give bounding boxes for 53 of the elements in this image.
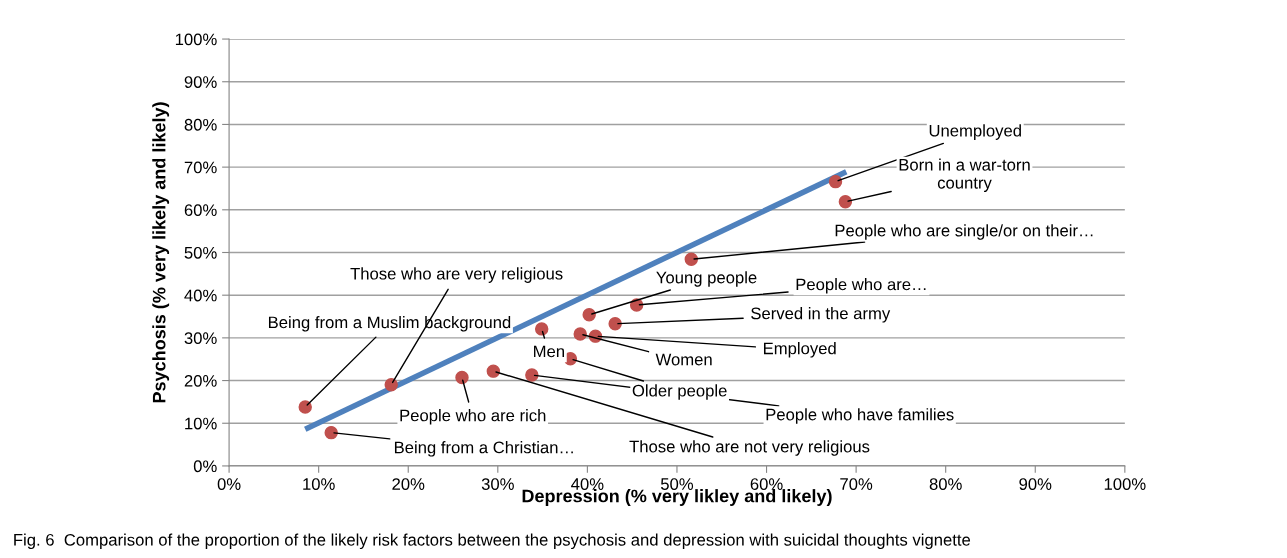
annotation: Those who are not very religious — [629, 440, 870, 456]
annotation: Those who are very religious — [350, 267, 563, 283]
point — [582, 308, 596, 322]
point — [573, 327, 587, 341]
y-tick-label: 0% — [193, 460, 217, 473]
point — [298, 400, 312, 414]
y-tick-label: 60% — [184, 204, 217, 217]
y-tick-label: 50% — [184, 246, 217, 259]
point — [486, 364, 501, 378]
point — [608, 317, 622, 331]
point — [455, 370, 469, 385]
x-tick-label: 50% — [660, 478, 694, 490]
point — [828, 174, 843, 189]
x-tick-label: 70% — [840, 478, 873, 490]
annotation: People who are rich — [400, 409, 546, 425]
point — [525, 368, 539, 382]
annotation: People who are… — [796, 278, 926, 294]
annotation: Served in the army — [751, 307, 891, 323]
y-tick-label: 70% — [184, 161, 217, 174]
x-tick-label: 40% — [571, 478, 604, 490]
annotation: People who are single/or on their… — [835, 224, 1093, 240]
y-axis-title: Psychosis (% very likely and likely) — [152, 102, 170, 403]
annotation: Older people — [632, 384, 727, 400]
point — [324, 425, 338, 440]
y-tick-label: 20% — [184, 374, 217, 387]
x-tick-label: 30% — [481, 478, 514, 490]
caption: Fig. 6 Comparison of the proportion of the likely risk factors between the psychosis and depression with suicidal thoughts vignette — [14, 533, 971, 550]
point — [684, 252, 699, 267]
y-tick-label: 40% — [184, 289, 217, 302]
annotation: Born in a war-torn country — [899, 158, 1030, 192]
x-tick-label: 80% — [929, 478, 962, 490]
y-tick-label: 80% — [184, 118, 217, 131]
point — [534, 322, 549, 336]
annotation: Men — [534, 345, 564, 358]
x-tick-label: 60% — [750, 478, 783, 490]
x-tick-label: 90% — [1019, 478, 1052, 490]
annotation: Employed — [763, 342, 836, 358]
annotation: Women — [655, 353, 712, 366]
y-tick-label: 30% — [184, 332, 217, 345]
annotation: Being from a Christian… — [394, 441, 573, 457]
point — [838, 194, 853, 209]
point — [384, 378, 398, 392]
x-tick-label: 20% — [392, 478, 425, 490]
x-tick-label: 0% — [217, 478, 241, 490]
y-tick-label: 90% — [184, 76, 217, 88]
y-tick-label: 100% — [175, 33, 217, 46]
annotation: Unemployed — [929, 124, 1021, 140]
x-tick-label: 10% — [303, 478, 335, 490]
x-axis-title: Depression (% very likley and likely) — [522, 489, 832, 506]
y-tick-label: 10% — [185, 417, 217, 430]
annotation: Young people — [656, 271, 757, 287]
x-tick-label: 100% — [1104, 478, 1146, 490]
annotation: People who have families — [766, 408, 954, 424]
